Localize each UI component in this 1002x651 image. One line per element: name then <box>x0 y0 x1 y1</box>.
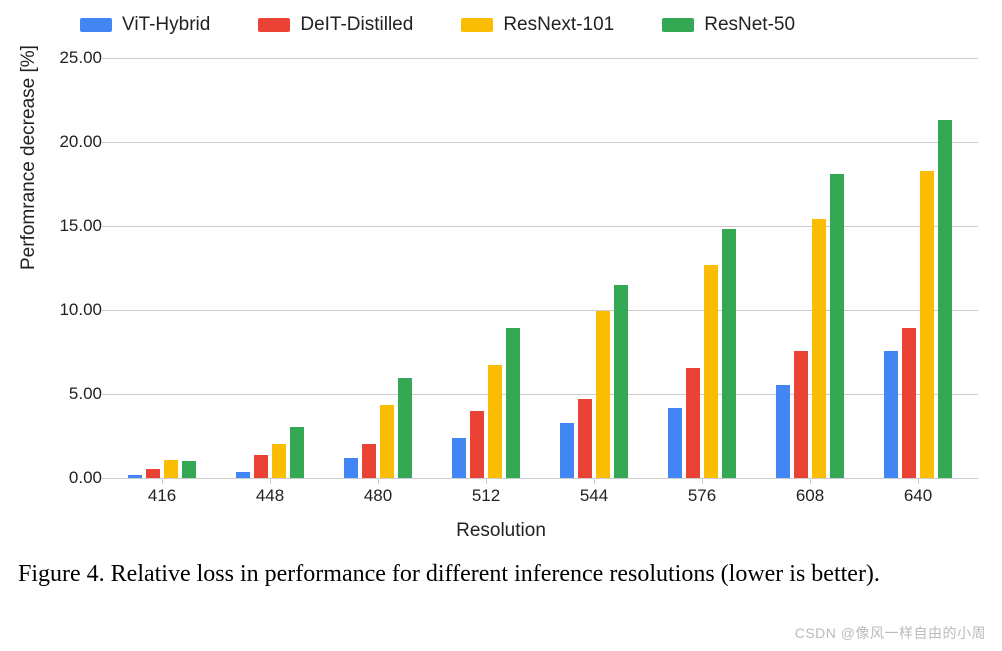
bar <box>128 475 142 478</box>
bar <box>920 171 934 478</box>
bar <box>668 408 682 478</box>
bar <box>380 405 394 478</box>
bar <box>506 328 520 478</box>
grid-line <box>108 142 978 143</box>
grid-line <box>108 310 978 311</box>
bar <box>254 455 268 478</box>
x-tick-mark <box>378 478 379 484</box>
legend-swatch <box>258 18 290 32</box>
x-tick-mark <box>918 478 919 484</box>
plot <box>108 58 978 478</box>
y-tick-mark <box>102 310 108 311</box>
legend-item: ResNext-101 <box>461 14 614 36</box>
grid-line <box>108 58 978 59</box>
legend: ViT-Hybrid DeIT-Distilled ResNext-101 ResNe… <box>80 14 795 36</box>
x-tick-label: 480 <box>364 486 392 506</box>
x-tick-label: 416 <box>148 486 176 506</box>
y-axis-label: Perfomrance decrease [%] <box>18 45 40 270</box>
y-tick-mark <box>102 142 108 143</box>
bar <box>344 458 358 478</box>
bar <box>812 219 826 478</box>
bar <box>146 469 160 478</box>
x-tick-mark <box>486 478 487 484</box>
y-tick-label: 25.00 <box>59 48 102 68</box>
x-tick-label: 448 <box>256 486 284 506</box>
y-tick-label: 5.00 <box>69 384 102 404</box>
legend-swatch <box>80 18 112 32</box>
grid-line <box>108 226 978 227</box>
y-tick-label: 10.00 <box>59 300 102 320</box>
y-tick-label: 15.00 <box>59 216 102 236</box>
bar <box>704 265 718 478</box>
bar <box>362 444 376 478</box>
bar <box>290 427 304 478</box>
x-tick-label: 544 <box>580 486 608 506</box>
legend-swatch <box>662 18 694 32</box>
grid-line <box>108 478 978 479</box>
bar <box>236 472 250 478</box>
y-tick-mark <box>102 226 108 227</box>
bar <box>884 351 898 478</box>
legend-item: DeIT-Distilled <box>258 14 413 36</box>
bar <box>182 461 196 478</box>
bar <box>452 438 466 478</box>
x-tick-mark <box>162 478 163 484</box>
legend-item: ViT-Hybrid <box>80 14 210 36</box>
bar <box>578 399 592 478</box>
figure-caption: Figure 4. Relative loss in performance f… <box>18 558 984 590</box>
y-tick-label: 0.00 <box>69 468 102 488</box>
bar <box>596 311 610 478</box>
bar <box>938 120 952 478</box>
x-axis-label: Resolution <box>0 520 1002 542</box>
legend-label: DeIT-Distilled <box>300 14 413 36</box>
x-tick-mark <box>702 478 703 484</box>
x-tick-mark <box>594 478 595 484</box>
legend-swatch <box>461 18 493 32</box>
x-tick-mark <box>270 478 271 484</box>
y-tick-mark <box>102 394 108 395</box>
y-tick-mark <box>102 478 108 479</box>
x-tick-label: 608 <box>796 486 824 506</box>
x-tick-label: 512 <box>472 486 500 506</box>
grid-line <box>108 394 978 395</box>
bar <box>830 174 844 478</box>
bar <box>776 385 790 478</box>
x-tick-label: 576 <box>688 486 716 506</box>
bar <box>470 411 484 478</box>
bar <box>614 285 628 478</box>
chart-plot-area <box>108 58 978 478</box>
bar <box>794 351 808 478</box>
legend-label: ResNet-50 <box>704 14 795 36</box>
figure-container: ViT-Hybrid DeIT-Distilled ResNext-101 ResNe… <box>0 0 1002 651</box>
bar <box>902 328 916 478</box>
bar <box>560 423 574 478</box>
legend-item: ResNet-50 <box>662 14 795 36</box>
y-tick-mark <box>102 58 108 59</box>
bar <box>164 460 178 478</box>
bar <box>488 365 502 478</box>
watermark-text: CSDN @像风一样自由的小周 <box>795 623 986 643</box>
bar <box>272 444 286 478</box>
bar <box>686 368 700 478</box>
x-tick-mark <box>810 478 811 484</box>
legend-label: ResNext-101 <box>503 14 614 36</box>
y-tick-label: 20.00 <box>59 132 102 152</box>
bar <box>722 229 736 478</box>
bar <box>398 378 412 478</box>
legend-label: ViT-Hybrid <box>122 14 210 36</box>
x-tick-label: 640 <box>904 486 932 506</box>
